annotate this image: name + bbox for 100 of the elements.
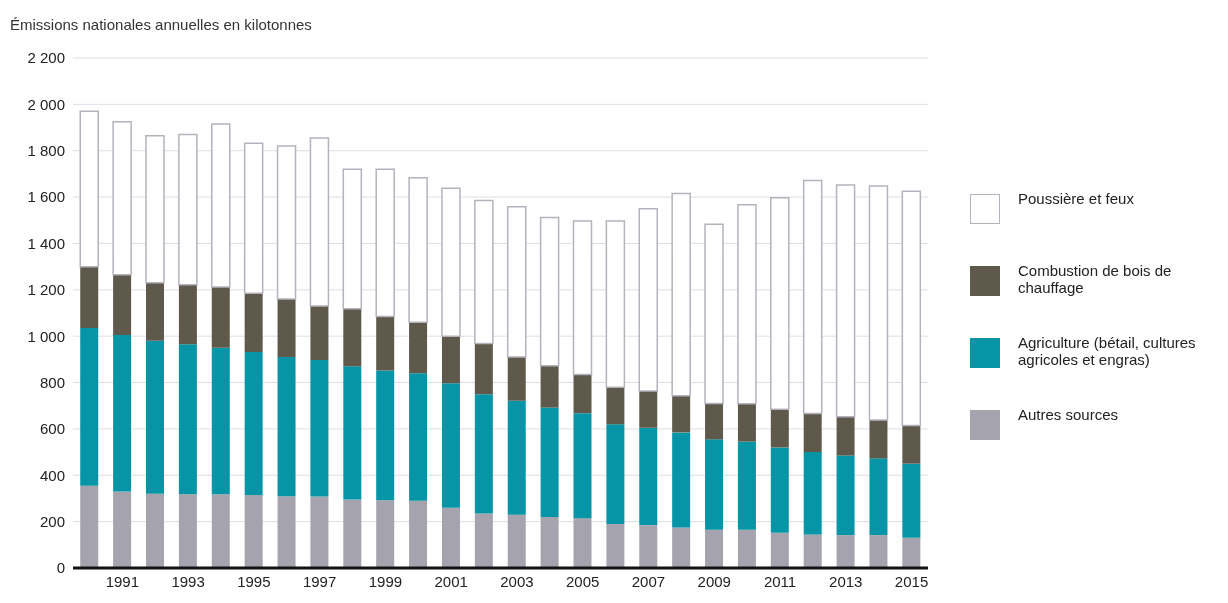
bar [803, 413, 822, 453]
y-tick-label: 400 [39, 466, 65, 484]
bar [507, 514, 526, 568]
bar [540, 517, 559, 568]
bar [704, 223, 724, 405]
y-tick-label: 1 600 [27, 188, 65, 206]
legend-label: Combustion de bois de chauffage [1018, 262, 1173, 296]
x-tick-label: 2009 [697, 572, 731, 590]
bar [376, 316, 395, 371]
x-tick-label: 1997 [302, 572, 337, 590]
bar [672, 395, 691, 433]
bar [211, 494, 230, 568]
bar [573, 518, 592, 568]
bar [376, 370, 395, 501]
bar [113, 335, 132, 492]
y-tick-label: 200 [39, 512, 65, 530]
bar [146, 340, 164, 494]
bar [310, 496, 329, 568]
bar [705, 439, 724, 530]
bar [310, 306, 329, 361]
bar [869, 458, 888, 536]
legend-label: Agriculture (bétail, cultures agricoles et engras) [1018, 334, 1197, 368]
bar [409, 500, 428, 568]
bar [178, 344, 197, 495]
bar [573, 374, 592, 414]
bar [146, 282, 164, 341]
x-tick-label: 2013 [829, 572, 863, 590]
bar [309, 137, 330, 307]
bar [276, 145, 297, 300]
y-tick-label: 600 [39, 420, 65, 438]
y-tick-label: 1 200 [27, 281, 65, 299]
bar [277, 357, 296, 497]
bar [409, 322, 428, 374]
bar [343, 366, 362, 500]
bar [540, 407, 559, 517]
bar [672, 432, 691, 528]
bar [474, 199, 494, 345]
bar [441, 507, 460, 568]
bar [113, 491, 132, 568]
bar [211, 347, 230, 495]
bar [836, 535, 855, 568]
bar [441, 383, 460, 508]
bar [113, 274, 132, 336]
bar [244, 293, 263, 352]
bar [572, 220, 593, 376]
x-tick-label: 1991 [105, 572, 140, 590]
bar [211, 123, 231, 288]
bar [178, 494, 197, 568]
bar [836, 455, 855, 536]
bar [705, 529, 724, 568]
bar [737, 403, 756, 442]
bar [474, 394, 493, 514]
bar [705, 403, 724, 440]
bar [868, 185, 889, 421]
bar [770, 197, 790, 410]
bar [343, 499, 362, 568]
bar [540, 365, 559, 408]
bar [770, 532, 789, 568]
bar [802, 179, 823, 415]
bar [474, 513, 493, 568]
y-tick-label: 2 000 [27, 95, 65, 113]
legend-label: Poussière et feux [1018, 190, 1134, 207]
bar [343, 308, 362, 367]
bar [112, 121, 132, 276]
x-tick-label: 2015 [894, 572, 929, 590]
bar [770, 409, 789, 448]
y-tick-label: 1 400 [27, 234, 65, 252]
x-tick-label: 2005 [566, 572, 600, 590]
bar [606, 387, 625, 425]
bar [639, 391, 658, 428]
bar [737, 529, 756, 568]
bar [770, 447, 789, 533]
y-tick-label: 1 800 [27, 142, 65, 160]
x-tick-label: 1993 [171, 572, 205, 590]
bar [244, 494, 263, 568]
bar [376, 500, 395, 568]
bar [902, 463, 921, 538]
bar [539, 216, 560, 367]
bar [869, 535, 888, 568]
bar [902, 425, 921, 464]
bar [639, 427, 658, 526]
bar [80, 485, 99, 568]
bar [638, 207, 659, 392]
bar [672, 527, 691, 568]
bar [244, 351, 263, 495]
bar [277, 496, 296, 568]
bar [441, 187, 461, 337]
y-tick-label: 2 200 [27, 49, 65, 67]
bar [178, 284, 197, 345]
bar [146, 493, 164, 568]
bar [79, 110, 99, 268]
bar [803, 452, 822, 535]
x-tick-label: 2001 [434, 572, 468, 590]
bar [639, 525, 658, 568]
bar [211, 287, 230, 348]
bar [441, 336, 460, 384]
bar [573, 413, 592, 519]
bar [80, 328, 99, 486]
bar [737, 203, 757, 405]
legend-label: Autres sources [1018, 406, 1119, 423]
